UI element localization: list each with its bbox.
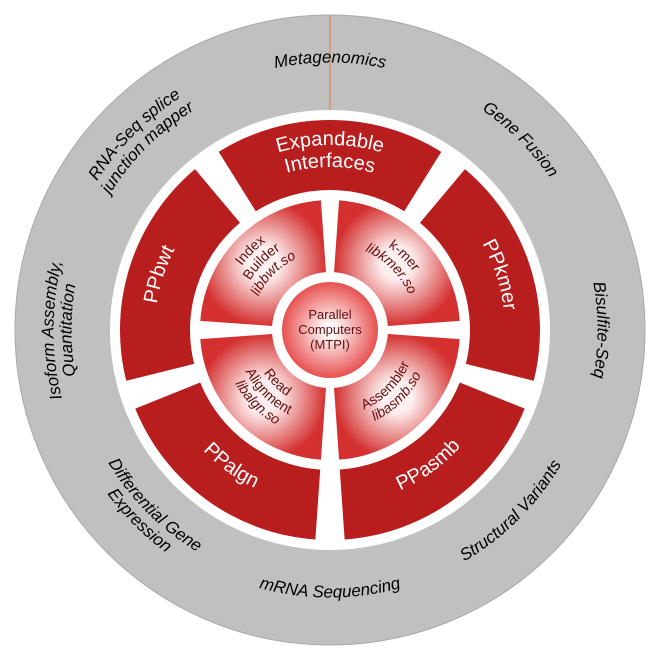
center-label: Parallel <box>308 307 351 322</box>
center-label: (MTPI) <box>310 337 350 352</box>
radial-diagram: MetagenomicsGene FusionBisulfite-SeqStru… <box>0 0 660 660</box>
center-label: Computers <box>298 322 362 337</box>
